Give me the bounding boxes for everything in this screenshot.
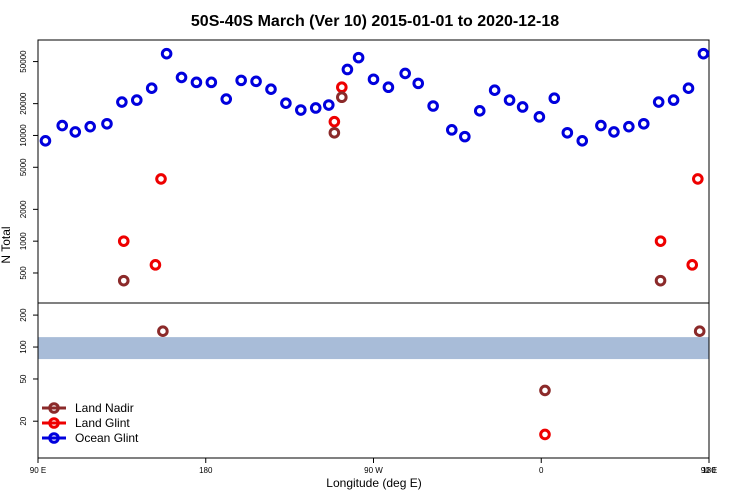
point [175, 71, 188, 84]
y-tick-label: 50000 [19, 50, 28, 73]
point [561, 126, 574, 139]
legend-marker [48, 402, 60, 414]
point [595, 119, 607, 132]
point [637, 117, 650, 130]
point [250, 75, 262, 88]
point [190, 76, 203, 89]
point [69, 126, 82, 138]
y-tick-label: 1000 [19, 232, 28, 250]
point [652, 96, 665, 108]
point [235, 74, 247, 87]
x-tick-label: 90 E [701, 466, 717, 475]
point [654, 235, 667, 247]
point [309, 102, 322, 114]
point [117, 274, 130, 287]
point [539, 384, 551, 397]
point [280, 97, 292, 109]
x-tick-label: 180 [199, 466, 213, 475]
point [130, 94, 143, 106]
point [101, 117, 113, 130]
y-tick-label: 10000 [19, 124, 28, 147]
point [623, 120, 635, 133]
point [667, 94, 680, 106]
point [539, 428, 551, 441]
x-axis-label: Longitude (deg E) [326, 476, 421, 490]
x-tick-label: 180 [702, 466, 716, 475]
point [576, 135, 589, 147]
legend-marker [48, 432, 60, 444]
point [160, 47, 173, 60]
point [328, 126, 341, 139]
x-tick-label: 90 W [364, 466, 383, 475]
y-tick-label: 500 [19, 266, 28, 280]
point [399, 67, 411, 80]
point [682, 82, 695, 94]
point [39, 135, 52, 147]
point [322, 99, 335, 111]
point [155, 173, 167, 185]
legend-label: Land Nadir [75, 401, 134, 415]
point [328, 115, 341, 128]
point [205, 76, 218, 89]
point [427, 100, 439, 112]
point [693, 325, 706, 337]
point [149, 259, 162, 271]
legend-marker [48, 417, 60, 429]
chart-title: 50S-40S March (Ver 10) 2015-01-01 to 202… [191, 13, 559, 30]
point [265, 83, 277, 95]
point [697, 47, 710, 60]
point [295, 104, 307, 116]
y-tick-label: 20000 [19, 92, 28, 115]
band [38, 337, 709, 360]
point [548, 92, 561, 105]
point [473, 105, 486, 117]
point [445, 124, 458, 136]
y-tick-label: 20 [19, 416, 28, 425]
y-tick-label: 100 [19, 340, 28, 354]
point [145, 82, 158, 94]
y-tick-label: 200 [19, 308, 28, 322]
point [459, 130, 471, 143]
y-axis-label: N Total [0, 226, 13, 263]
y-tick-label: 50 [19, 374, 28, 383]
point [336, 81, 348, 94]
point [117, 235, 130, 247]
point [367, 73, 380, 86]
point [488, 84, 501, 97]
point [692, 173, 704, 185]
x-tick-label: 0 [539, 466, 544, 475]
point [608, 126, 620, 138]
x-tick-label: 90 E [30, 466, 46, 475]
point [336, 91, 348, 104]
legend-label: Land Glint [75, 416, 130, 430]
y-tick-label: 5000 [19, 158, 28, 176]
point [84, 120, 96, 133]
point [412, 77, 425, 90]
point [654, 274, 667, 287]
point [686, 259, 699, 271]
point [352, 51, 365, 64]
point [220, 93, 233, 105]
point [157, 325, 169, 337]
point [533, 111, 546, 123]
point [56, 119, 69, 132]
y-tick-label: 2000 [19, 200, 28, 218]
plot-frame [37, 39, 710, 304]
point [116, 96, 128, 108]
point [516, 101, 529, 113]
point [341, 63, 354, 76]
point [382, 81, 395, 94]
legend-label: Ocean Glint [75, 431, 139, 445]
point [503, 94, 516, 106]
plot-frame [37, 302, 710, 459]
